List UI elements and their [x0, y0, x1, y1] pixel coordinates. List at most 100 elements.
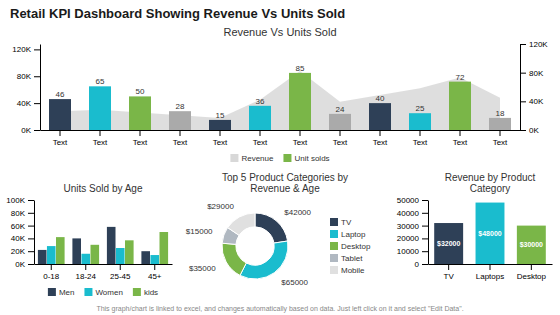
axis-line	[35, 264, 173, 265]
tick-label: 30000	[397, 222, 420, 231]
tick-mark	[51, 264, 52, 270]
chart: 0K20K40K60K80K100K0-1818-2425-4545+Units…	[6, 183, 172, 297]
tick-mark	[28, 238, 34, 239]
tick-label: 80K	[17, 72, 32, 81]
tick: Text	[293, 130, 308, 147]
bar	[81, 254, 90, 264]
tick-mark	[520, 44, 526, 45]
bar	[116, 248, 125, 264]
tick-mark	[500, 130, 501, 136]
legend-label: Unit solds	[294, 154, 329, 163]
tick-mark	[28, 200, 34, 201]
bar	[141, 251, 150, 264]
tick-label: Text	[173, 138, 188, 147]
bar	[49, 99, 71, 130]
tick-label: 40K	[11, 234, 26, 243]
plot	[38, 227, 168, 264]
legend-item: Desktop	[330, 242, 371, 251]
legend-swatch	[330, 218, 338, 226]
tick: 20000	[397, 234, 428, 243]
tick-mark	[448, 264, 449, 270]
bar	[56, 237, 65, 264]
tick: 0	[415, 260, 428, 269]
legend-swatch	[48, 288, 56, 296]
tick: TV	[444, 264, 455, 281]
dashboard-title: Retail KPI Dashboard Showing Revenue Vs …	[10, 6, 345, 21]
slice	[228, 213, 255, 235]
tick-label: Text	[213, 138, 228, 147]
legend: RevenueUnit solds	[230, 154, 329, 163]
data-label: 36	[256, 97, 265, 106]
tick-mark	[422, 226, 428, 227]
tick-label: 0	[415, 260, 420, 269]
tick-label: 0K	[15, 260, 25, 269]
tick-mark	[28, 226, 34, 227]
tick-mark	[120, 264, 121, 270]
legend-item: Tablet	[330, 254, 363, 263]
area	[60, 71, 500, 130]
tick-mark	[220, 130, 221, 136]
data-label: $35000	[189, 264, 216, 273]
axis-line	[428, 201, 429, 265]
tick: 80K	[17, 72, 40, 81]
data-label: $65000	[281, 278, 308, 287]
bar	[449, 82, 471, 130]
legend-swatch	[330, 266, 338, 274]
tick-label: 80K	[529, 69, 544, 78]
tick: Text	[453, 130, 468, 147]
legend: MenWomenkids	[48, 288, 158, 297]
tick-label: 60K	[11, 222, 26, 231]
bar	[72, 238, 81, 264]
tick-label: 45+	[148, 272, 162, 281]
legend-label: Laptop	[341, 230, 366, 239]
data-label: $30000	[520, 241, 543, 249]
bar	[476, 203, 505, 264]
tick-mark	[380, 130, 381, 136]
x-axis: TextTextTextTextTextTextTextTextTextText…	[41, 130, 521, 147]
tick: Text	[253, 130, 268, 147]
chart-title: Revenue by ProductCategory	[445, 172, 536, 195]
tick: 40K	[11, 234, 34, 243]
y2-axis: 0K40K80K120K	[520, 40, 548, 135]
tick-mark	[28, 264, 34, 265]
tick-mark	[34, 130, 40, 131]
tick: Text	[213, 130, 228, 147]
legend-label: Women	[95, 288, 122, 297]
tick-mark	[420, 130, 421, 136]
tick-mark	[340, 130, 341, 136]
tick: 80K	[520, 69, 544, 78]
bar	[409, 113, 431, 130]
legend-item: Unit solds	[283, 154, 329, 163]
tick-mark	[520, 101, 526, 102]
tick-mark	[34, 76, 40, 77]
tick: Text	[133, 130, 148, 147]
tick-mark	[60, 130, 61, 136]
bar	[38, 250, 47, 264]
bar	[329, 114, 351, 130]
bar	[125, 240, 134, 264]
tick: 120K	[520, 40, 548, 49]
data-label: 25	[416, 104, 425, 113]
legend-item: Mobile	[330, 266, 365, 275]
tick-label: Text	[413, 138, 428, 147]
tick: 0K	[21, 126, 40, 135]
tick-mark	[28, 251, 34, 252]
tick-label: 0-18	[43, 272, 60, 281]
data-labels: $32000$48000$30000	[437, 230, 543, 250]
bar	[434, 223, 463, 264]
bar	[91, 245, 100, 264]
tick: 50000	[397, 196, 428, 205]
tick: 40K	[17, 99, 40, 108]
tick: Text	[173, 130, 188, 147]
tick-label: 120K	[529, 40, 548, 49]
axis-line	[520, 45, 521, 131]
chart-title: Top 5 Product Categories byRevenue & Age	[222, 172, 348, 195]
tick-label: 40K	[17, 99, 32, 108]
data-label: 72	[456, 73, 465, 82]
tick: Text	[333, 130, 348, 147]
tick-mark	[520, 73, 526, 74]
tick-label: Text	[293, 138, 308, 147]
tick-label: 18-24	[76, 272, 97, 281]
y-axis: 01000020000300004000050000	[397, 196, 429, 269]
slice	[240, 241, 288, 279]
